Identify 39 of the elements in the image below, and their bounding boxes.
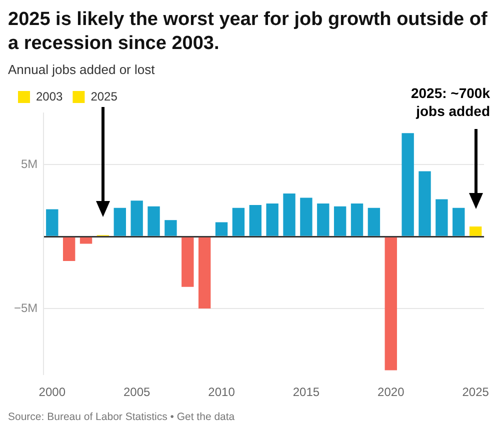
y-tick-label: 5M bbox=[21, 157, 38, 172]
legend-label: 2003 bbox=[36, 89, 64, 104]
bar bbox=[368, 208, 380, 236]
bar bbox=[198, 237, 211, 308]
y-tick-label: −5M bbox=[14, 300, 38, 315]
bar bbox=[130, 200, 143, 236]
chart-subtitle: Annual jobs added or lost bbox=[8, 62, 156, 77]
bar bbox=[80, 237, 92, 244]
bar bbox=[249, 204, 262, 236]
bar bbox=[418, 171, 431, 236]
bar bbox=[452, 208, 465, 236]
x-tick-label: 2000 bbox=[38, 385, 66, 400]
bar bbox=[436, 199, 448, 236]
bar bbox=[182, 237, 194, 287]
bar bbox=[283, 193, 296, 236]
bar bbox=[334, 206, 346, 236]
bar bbox=[164, 220, 177, 236]
bar bbox=[266, 204, 278, 236]
bar bbox=[148, 206, 160, 236]
source-note: Source: Bureau of Labor Statistics • Get the data bbox=[8, 411, 236, 423]
bar bbox=[232, 208, 245, 236]
bar bbox=[469, 226, 482, 236]
x-tick-label: 2025 bbox=[462, 385, 490, 400]
x-tick-label: 2020 bbox=[378, 385, 405, 400]
bar bbox=[350, 204, 364, 236]
chart-title: 2025 is likely the worst year for job growth outside of a recession since 2003. bbox=[8, 8, 488, 56]
bar bbox=[114, 208, 126, 236]
bar bbox=[215, 222, 228, 236]
x-tick-label: 2010 bbox=[208, 385, 236, 400]
bar bbox=[62, 237, 76, 262]
annotation: 2025: ~700k jobs added bbox=[410, 84, 490, 119]
bar bbox=[46, 209, 58, 236]
x-tick-label: 2005 bbox=[123, 385, 150, 400]
legend-label: 2025 bbox=[90, 89, 118, 104]
bar bbox=[300, 198, 312, 236]
x-tick-label: 2015 bbox=[292, 385, 320, 400]
bar bbox=[402, 133, 414, 236]
bar bbox=[384, 237, 397, 370]
bar bbox=[317, 204, 330, 236]
